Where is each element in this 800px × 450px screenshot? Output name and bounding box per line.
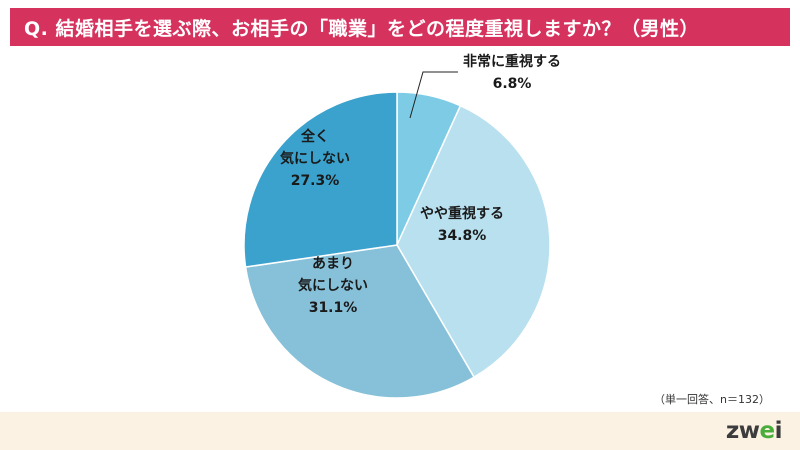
slice-category-label: 気にしない — [298, 277, 368, 294]
slice-label: 全く気にしない 27.3% — [280, 128, 350, 189]
slice-category-label: 非常に重視する — [463, 53, 561, 70]
slice-value-label: 27.3% — [291, 173, 340, 189]
pie-slice — [244, 244, 476, 399]
slice-value-label: 31.1% — [309, 300, 358, 316]
zwei-logo: zw e i — [725, 418, 783, 444]
sample-note: （単一回答、n＝132） — [654, 393, 770, 406]
pie-slice — [243, 91, 398, 268]
slice-value-label: 34.8% — [438, 228, 487, 244]
slice-label: やや重視する 34.8% — [420, 205, 504, 244]
chart-title: Q. 結婚相手を選ぶ際、お相手の「職業」をどの程度重視しますか？（男性） — [24, 17, 699, 40]
slice-label: あまり気にしない 31.1% — [298, 256, 368, 316]
footer-band — [0, 412, 800, 450]
leader-line — [409, 71, 458, 119]
slice-value-label: 6.8% — [493, 76, 532, 92]
slice-category-label: 全く — [300, 128, 329, 145]
slice-category-label: やや重視する — [420, 205, 504, 222]
slice-category-label: あまり — [312, 256, 354, 272]
title-bar: Q. 結婚相手を選ぶ際、お相手の「職業」をどの程度重視しますか？（男性） — [10, 8, 790, 46]
slice-label: 非常に重視する 6.8% — [463, 53, 561, 92]
slice-category-label: 気にしない — [280, 150, 350, 167]
